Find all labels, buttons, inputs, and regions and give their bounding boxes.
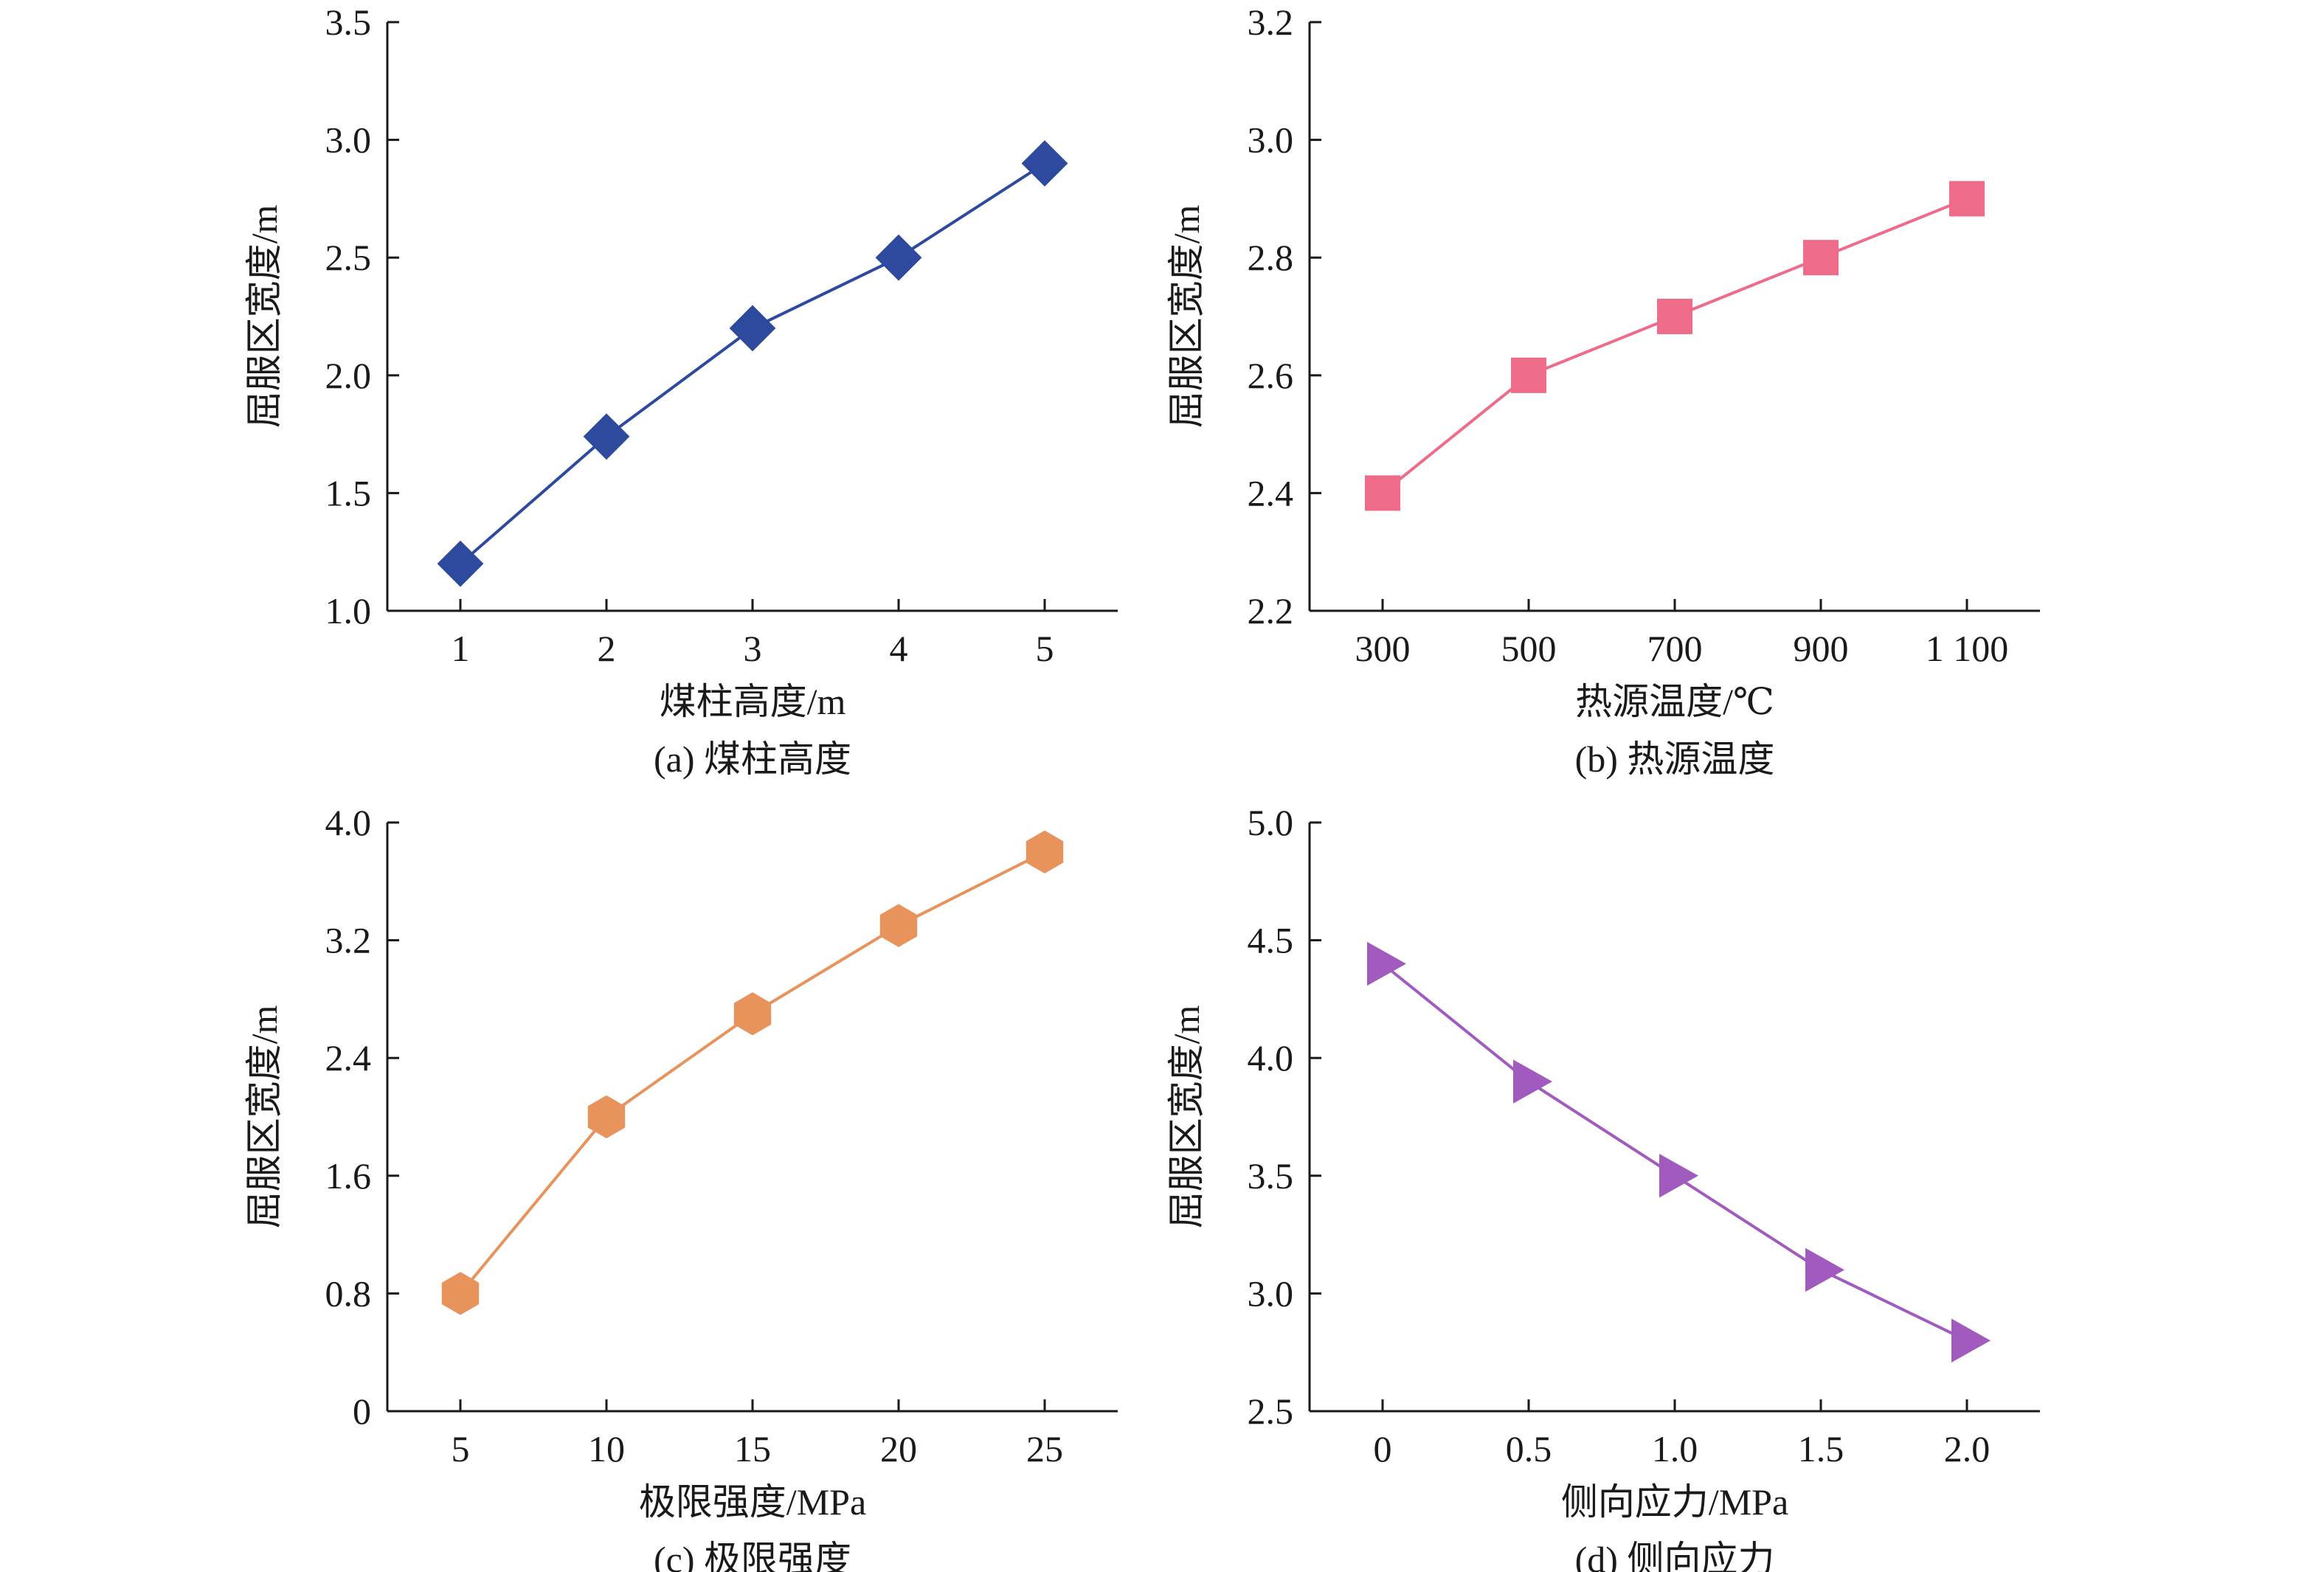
x-tick-label: 15 <box>734 1428 771 1469</box>
x-tick-label: 0.5 <box>1506 1428 1552 1469</box>
x-tick-label: 1 100 <box>1926 628 2009 669</box>
series-line <box>459 162 1046 565</box>
data-point <box>1805 1247 1845 1292</box>
y-axis-label: 屈服区宽度/m <box>1166 1005 1207 1229</box>
y-tick-label: 3.2 <box>1248 1 1294 43</box>
x-tick-label: 5 <box>1036 628 1054 669</box>
y-tick-label: 2.6 <box>1248 355 1294 396</box>
chart-panel: 2.5 3.0 3.5 4.0 4.5 5.0 0 0.5 1.0 1.5 2.0 侧向应力/MPa 屈… <box>1166 802 2040 1572</box>
x-tick-label: 4 <box>890 628 908 669</box>
x-tick-label: 500 <box>1501 628 1557 669</box>
y-axis-label: 屈服区宽度/m <box>1166 205 1207 429</box>
x-axis-label: 热源温度/℃ <box>1575 681 1774 722</box>
data-point <box>1367 941 1407 986</box>
chart-caption: (b) 热源温度 <box>1575 738 1775 780</box>
y-tick-label: 1.6 <box>325 1155 372 1197</box>
x-axis-label: 侧向应力/MPa <box>1561 1481 1788 1523</box>
y-tick-label: 0.8 <box>325 1273 372 1314</box>
x-tick-label: 900 <box>1794 628 1849 669</box>
y-tick-label: 2.5 <box>1248 1391 1294 1432</box>
x-tick-label: 2 <box>598 628 616 669</box>
data-point <box>1803 240 1839 276</box>
x-tick-label: 10 <box>588 1428 625 1469</box>
chart-panel: 0 0.8 1.6 2.4 3.2 4.0 5 10 15 20 25 极限强度/MPa 屈服区宽度/m… <box>243 802 1118 1572</box>
y-tick-label: 3.0 <box>1248 120 1294 161</box>
y-tick-label: 3.0 <box>1248 1273 1294 1314</box>
series-line <box>1381 197 1968 494</box>
x-tick-label: 2.0 <box>1944 1428 1991 1469</box>
x-tick-label: 1.5 <box>1798 1428 1844 1469</box>
y-tick-label: 2.4 <box>325 1037 372 1078</box>
x-axis-label: 极限强度/MPa <box>639 1481 866 1523</box>
y-tick-label: 2.5 <box>325 237 372 278</box>
chart-caption: (d) 侧向应力 <box>1575 1539 1775 1572</box>
x-tick-label: 3 <box>744 628 762 669</box>
data-point <box>875 234 922 281</box>
y-axis-label: 屈服区宽度/m <box>243 205 285 429</box>
x-tick-label: 1.0 <box>1652 1428 1698 1469</box>
x-tick-label: 20 <box>880 1428 917 1469</box>
y-tick-label: 1.5 <box>325 472 372 513</box>
data-point <box>1511 357 1546 393</box>
data-point <box>879 904 918 947</box>
y-tick-label: 3.5 <box>325 1 372 43</box>
y-tick-label: 5.0 <box>1248 802 1294 843</box>
series-line <box>1381 962 1968 1343</box>
series-line <box>459 851 1045 1295</box>
data-point <box>729 305 776 352</box>
y-tick-label: 4.5 <box>1248 920 1294 961</box>
data-point <box>1951 1318 1991 1362</box>
data-point <box>583 413 630 460</box>
data-point <box>1021 140 1068 187</box>
x-tick-label: 0 <box>1374 1428 1392 1469</box>
x-tick-label: 1 <box>452 628 470 669</box>
data-point <box>437 540 484 587</box>
chart-panel: 2.2 2.4 2.6 2.8 3.0 3.2 300 500 700 900 1 100 热源温度/… <box>1166 1 2040 780</box>
x-axis-label: 煤柱高度/m <box>660 681 846 722</box>
y-tick-label: 3.2 <box>325 920 372 961</box>
y-tick-label: 4.0 <box>325 802 372 843</box>
y-tick-label: 2.4 <box>1248 472 1294 513</box>
x-tick-label: 300 <box>1355 628 1411 669</box>
data-point <box>587 1095 626 1139</box>
data-point <box>1949 181 1985 217</box>
y-tick-label: 2.0 <box>325 355 372 396</box>
y-tick-label: 0 <box>353 1391 371 1432</box>
y-tick-label: 3.0 <box>325 120 372 161</box>
data-point <box>1513 1059 1553 1104</box>
data-point <box>733 992 772 1036</box>
chart-caption: (a) 煤柱高度 <box>654 738 851 780</box>
data-point <box>1659 1154 1699 1198</box>
x-tick-label: 5 <box>452 1428 470 1469</box>
x-tick-label: 25 <box>1026 1428 1063 1469</box>
data-point <box>1657 299 1692 334</box>
data-point <box>1026 830 1064 874</box>
y-axis-label: 屈服区宽度/m <box>243 1005 285 1229</box>
y-tick-label: 3.5 <box>1248 1155 1294 1197</box>
chart-panel: 1.0 1.5 2.0 2.5 3.0 3.5 1 2 3 4 5 煤柱高度/m 屈服区宽度/m (a) … <box>243 1 1118 780</box>
y-tick-label: 2.8 <box>1248 237 1294 278</box>
data-point <box>441 1272 480 1315</box>
y-tick-label: 4.0 <box>1248 1037 1294 1078</box>
y-tick-label: 1.0 <box>325 590 372 631</box>
y-tick-label: 2.2 <box>1248 590 1294 631</box>
chart-caption: (c) 极限强度 <box>654 1539 851 1572</box>
data-point <box>1365 475 1400 511</box>
x-tick-label: 700 <box>1647 628 1703 669</box>
